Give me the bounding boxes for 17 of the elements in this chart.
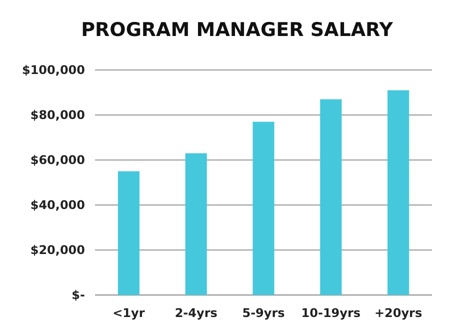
x-tick-label: <1yr — [112, 306, 145, 320]
y-tick-label: $80,000 — [30, 108, 85, 122]
bar — [388, 90, 410, 295]
x-tick-label: 2-4yrs — [174, 306, 218, 320]
x-tick-label: +20yrs — [374, 306, 422, 320]
y-tick-label: $40,000 — [30, 198, 85, 212]
bar — [320, 99, 342, 295]
y-tick-label: $60,000 — [30, 153, 85, 168]
y-tick-label: $100,000 — [22, 63, 85, 78]
bar — [252, 122, 274, 295]
bar — [185, 153, 207, 295]
y-tick-label: $- — [72, 288, 86, 302]
chart-title: PROGRAM MANAGER SALARY — [81, 19, 394, 41]
y-tick-label: $20,000 — [30, 243, 85, 258]
x-tick-label: 10-19yrs — [301, 306, 361, 320]
x-tick-label: 5-9yrs — [242, 306, 285, 320]
bar — [118, 171, 140, 295]
